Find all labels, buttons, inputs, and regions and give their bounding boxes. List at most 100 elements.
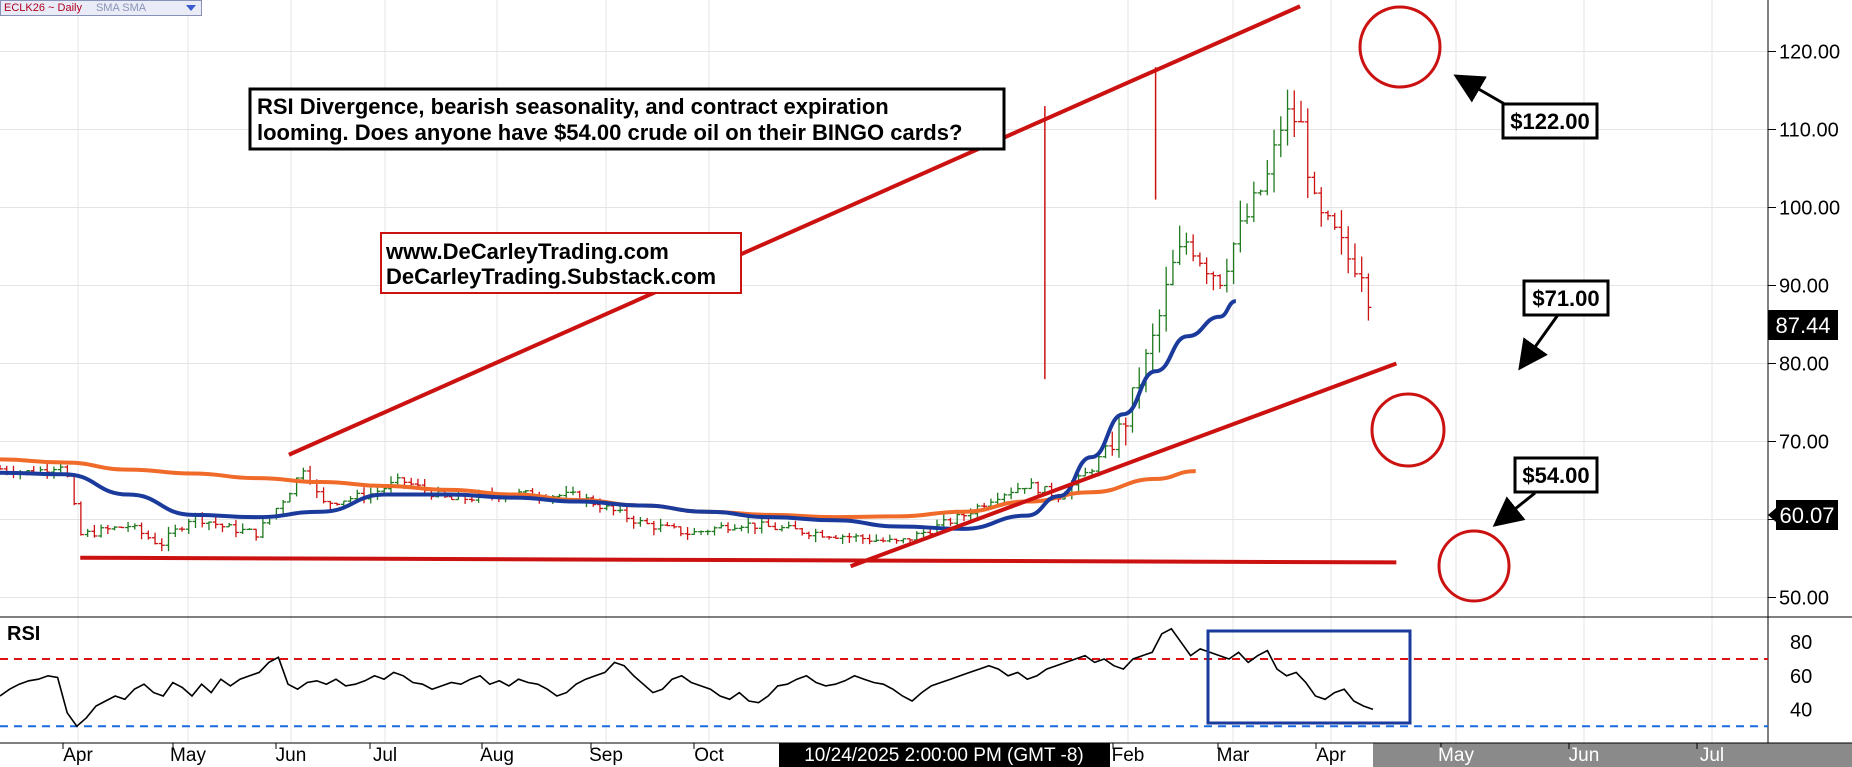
price-bar: [893, 538, 900, 544]
rsi-axis-label: 80: [1790, 632, 1812, 654]
price-bar: [131, 523, 138, 530]
rsi-title: RSI: [7, 623, 40, 645]
x-axis-label: Jul: [1700, 745, 1724, 766]
price-bar: [772, 522, 779, 531]
y-axis-label: 90.00: [1779, 275, 1829, 297]
price-bar: [1244, 203, 1251, 225]
price-bar: [1338, 210, 1345, 255]
symbol-header[interactable]: ECLK26 ~ Daily SMA SMA: [0, 0, 202, 16]
price-bar: [1116, 416, 1123, 458]
price-bar: [650, 520, 657, 536]
price-bar: [246, 528, 253, 531]
price-bar: [300, 467, 307, 481]
x-axis-label: Mar: [1217, 745, 1250, 766]
price-bar: [98, 524, 105, 538]
price-bar: [677, 526, 684, 537]
site-box: [380, 232, 742, 294]
callout-mid-label: $71.00: [1532, 286, 1599, 311]
site-line2: DeCarleyTrading.Substack.com: [386, 264, 716, 289]
callout-mid-box: [1522, 279, 1610, 317]
price-bar: [1163, 266, 1170, 332]
price-bar: [253, 528, 260, 541]
price-bar: [617, 505, 624, 513]
price-bar: [320, 487, 327, 504]
price-bar: [1028, 478, 1035, 490]
price-bar: [1156, 309, 1163, 353]
price-bar: [84, 528, 91, 537]
price-bar: [1324, 210, 1331, 221]
price-bar: [805, 531, 812, 540]
price-bar: [900, 538, 907, 544]
price-bar: [563, 485, 570, 499]
x-axis-label: Jun: [276, 745, 307, 766]
price-bar: [886, 534, 893, 543]
price-bar: [1210, 271, 1217, 291]
price-bar: [657, 518, 664, 533]
studies-label: SMA SMA: [95, 2, 147, 14]
price-bar: [1122, 417, 1129, 446]
annotation-line1: RSI Divergence, bearish seasonality, and…: [257, 94, 889, 119]
x-axis-label: Aug: [480, 745, 514, 766]
price-bar: [778, 525, 785, 532]
annotation-line2: looming. Does anyone have $54.00 crude o…: [257, 120, 962, 145]
price-bar: [91, 524, 98, 538]
price-bar: [165, 526, 172, 552]
price-bar: [219, 523, 226, 533]
price-bar: [738, 525, 745, 532]
rsi-line: [0, 627, 1374, 728]
marker-price-text: 60.07: [1779, 503, 1834, 528]
price-bar: [172, 524, 179, 538]
site-line1: www.DeCarleyTrading.com: [385, 239, 669, 264]
price-bar: [718, 522, 725, 529]
price-bar: [745, 516, 752, 534]
price-bar: [1008, 487, 1015, 500]
arrow-high: [1453, 74, 1509, 108]
lower-trendline: [80, 555, 1397, 565]
price-bar: [826, 535, 833, 540]
price-bar: [1014, 482, 1021, 494]
price-bar: [280, 499, 287, 514]
price-bar: [1021, 487, 1028, 494]
price-bar: [1109, 431, 1116, 456]
price-bar: [1331, 212, 1338, 230]
arrow-mid: [1518, 311, 1562, 371]
price-bar: [1217, 274, 1224, 289]
y-axis-label: 50.00: [1779, 587, 1829, 609]
price-bar: [853, 533, 860, 542]
triangle-down-icon[interactable]: [186, 5, 196, 11]
price-bar: [77, 501, 84, 536]
price-bar: [1318, 187, 1325, 227]
y-axis-labels: 50.0060.0070.0080.0090.00100.00110.00120…: [1768, 41, 1840, 609]
price-bar: [118, 526, 125, 529]
price-bar: [947, 517, 954, 526]
price-bar: [125, 521, 132, 532]
callout-high-label: $122.00: [1510, 109, 1590, 134]
crosshair-time-text: 10/24/2025 2:00:00 PM (GMT -8): [804, 745, 1084, 766]
middle-trendline: [849, 361, 1398, 569]
x-axis-label: May: [170, 745, 206, 766]
price-bar: [1304, 108, 1311, 199]
y-axis-label: 80.00: [1779, 353, 1829, 375]
price-bar: [704, 529, 711, 536]
x-axis-label: Apr: [1316, 745, 1346, 766]
price-bar: [259, 517, 266, 539]
price-bar: [880, 537, 887, 543]
price-bar: [711, 526, 718, 536]
price-bar: [569, 486, 576, 496]
price-bar: [1183, 232, 1190, 255]
price-bar: [1223, 258, 1230, 293]
price-bar: [698, 530, 705, 535]
price-bar: [212, 516, 219, 529]
price-bar: [691, 527, 698, 535]
price-bar: [158, 538, 165, 552]
price-bar: [1298, 100, 1305, 123]
x-axis-label: Jun: [1569, 745, 1600, 766]
x-axis-labels: Apr May Jun Jul Aug Sep Oct Feb Mar Apr May Jun Jul: [62, 743, 1724, 766]
price-bar: [846, 532, 853, 543]
price-bar: [1082, 467, 1089, 477]
price-bar: [1311, 171, 1318, 195]
circle-high: [1358, 5, 1442, 89]
price-bar: [232, 519, 239, 538]
price-bar: [751, 522, 758, 535]
price-bar: [725, 522, 732, 533]
